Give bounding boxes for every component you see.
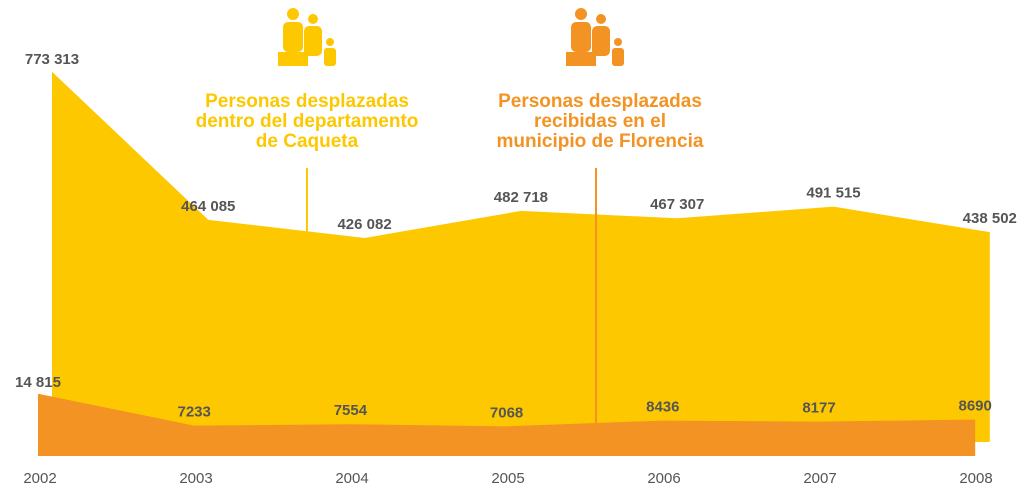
value-label: 7233	[178, 404, 211, 421]
value-label: 482 718	[494, 189, 548, 206]
x-tick-label: 2002	[23, 470, 56, 487]
icon-yellow	[278, 8, 336, 66]
value-label: 8690	[959, 397, 992, 414]
value-label: 14 815	[15, 374, 61, 391]
value-label: 8436	[646, 399, 679, 416]
value-label: 491 515	[806, 185, 860, 202]
x-tick-label: 2007	[803, 470, 836, 487]
value-label: 464 085	[181, 198, 235, 215]
value-label: 7068	[490, 404, 523, 421]
x-tick-label: 2006	[647, 470, 680, 487]
value-label: 467 307	[650, 196, 704, 213]
x-tick-label: 2003	[179, 470, 212, 487]
value-label: 773 313	[25, 51, 79, 68]
x-tick-label: 2004	[335, 470, 368, 487]
x-tick-label: 2005	[491, 470, 524, 487]
value-label: 426 082	[337, 216, 391, 233]
x-tick-label: 2008	[959, 470, 992, 487]
icon-orange	[566, 8, 624, 66]
series-label: Personas desplazadas recibidas en el mun…	[496, 91, 704, 152]
value-label: 7554	[334, 402, 368, 419]
value-label: 438 502	[963, 210, 1017, 227]
area	[38, 393, 976, 456]
series-label: Personas desplazadas dentro del departam…	[195, 91, 419, 152]
value-label: 8177	[802, 400, 835, 417]
area	[52, 71, 990, 442]
